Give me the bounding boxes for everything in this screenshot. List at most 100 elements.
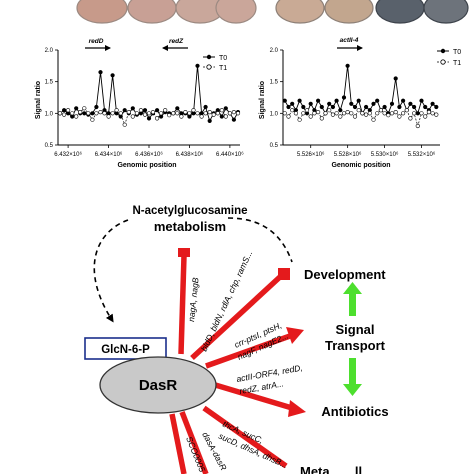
- red-line-autoregulation-b: [169, 413, 187, 474]
- data-point-T1: [426, 109, 432, 115]
- data-point-T0: [231, 117, 236, 122]
- culture-plate: [76, 0, 128, 24]
- data-point-T0: [419, 98, 424, 103]
- data-point-T1: [393, 109, 398, 115]
- data-point-T1: [199, 114, 204, 119]
- data-point-T0: [423, 104, 428, 110]
- data-point-T1: [163, 108, 168, 113]
- data-point-T1: [293, 111, 299, 116]
- culture-plate: [324, 0, 374, 24]
- data-point-T1: [327, 108, 332, 113]
- red-line-antibiotics: [211, 381, 293, 411]
- data-point-T1: [171, 111, 176, 116]
- data-point-T1: [219, 108, 224, 113]
- data-point-T1: [375, 111, 380, 116]
- data-point-T1: [227, 111, 232, 116]
- data-point-T1: [70, 111, 75, 116]
- data-point-T1: [159, 111, 164, 116]
- chart-left: 0.5 1.0 1.5 2.0 6.432×10⁶ 6.434×10⁶ 6.436×10⁶…: [35, 38, 244, 169]
- data-point-T1: [316, 109, 321, 115]
- red-line-metabolism-bottom: [202, 405, 288, 469]
- regulation-diagram: N-acetylglucosamine metabolism Developme…: [84, 205, 389, 474]
- data-point-T1: [65, 108, 71, 113]
- dasr-label: DasR: [139, 377, 178, 394]
- data-point-T0: [341, 95, 347, 100]
- development-label: Development: [304, 267, 386, 282]
- data-point-T1: [352, 114, 358, 119]
- data-point-T0: [90, 111, 95, 116]
- data-point-T0: [397, 104, 402, 110]
- data-point-T0: [327, 101, 332, 106]
- data-point-T1: [61, 112, 67, 117]
- y-tick-label: 0.5: [45, 143, 54, 149]
- data-point-T1: [138, 108, 143, 113]
- culture-plate: [127, 0, 177, 24]
- y-tick-label: 1.5: [45, 80, 54, 86]
- x-tick-label: 5.526×10⁶: [297, 151, 325, 158]
- data-point-T0: [155, 108, 160, 113]
- data-point-T0: [434, 104, 439, 110]
- data-point-T1: [231, 109, 236, 115]
- data-point-T0: [408, 101, 413, 106]
- svg-text:T1: T1: [219, 65, 227, 72]
- data-point-T1: [378, 108, 384, 113]
- data-point-T1: [146, 111, 152, 116]
- data-point-T0: [286, 104, 291, 110]
- green-arrow-down: [343, 358, 362, 396]
- y-tick-label: 2.0: [45, 48, 54, 54]
- data-point-T1: [404, 108, 409, 113]
- svg-text:actII-4: actII-4: [340, 37, 359, 44]
- x-axis-label: Genomic position: [117, 162, 176, 169]
- culture-plate: [423, 0, 469, 24]
- x-tick-label: 5.528×10⁶: [334, 151, 362, 158]
- data-point-T0: [94, 104, 99, 110]
- data-point-T1: [150, 109, 156, 115]
- glcn-label: GlcN-6-P: [101, 344, 150, 356]
- culture-plate: [375, 0, 425, 24]
- dasr-ellipse: [99, 356, 217, 414]
- data-point-T1: [415, 123, 420, 129]
- red-bar-development: [278, 268, 290, 280]
- data-point-T0: [352, 104, 358, 110]
- data-point-T1: [102, 111, 107, 116]
- gene-marker-redZ: redZ: [162, 38, 188, 51]
- data-point-T1: [78, 109, 83, 115]
- data-point-T1: [57, 111, 63, 116]
- red-line-metabolism: [178, 255, 187, 355]
- signal-label-line1: Signal: [335, 322, 374, 337]
- chart-right: 0.5 1.0 1.5 2.0 5.526×10⁶ 5.528×10⁶ 5.530×10⁶…: [259, 37, 461, 169]
- data-point-T1: [304, 108, 310, 113]
- svg-text:redZ: redZ: [169, 38, 184, 45]
- data-point-T1: [330, 112, 336, 117]
- y-tick-label: 1.5: [270, 80, 279, 86]
- data-point-T0: [334, 98, 339, 103]
- data-point-T1: [98, 109, 103, 115]
- data-point-T1: [126, 109, 131, 115]
- data-point-T1: [94, 111, 99, 116]
- data-point-T1: [215, 111, 220, 116]
- data-point-T0: [130, 106, 135, 111]
- data-point-T1: [110, 111, 115, 116]
- x-tick-label: 6.436×10⁶: [135, 151, 163, 158]
- data-point-T0: [146, 116, 152, 121]
- x-tick-label: 6.434×10⁶: [95, 151, 123, 158]
- legend: T0 T1: [437, 48, 461, 67]
- data-point-T0: [316, 98, 321, 103]
- signal-label-line2: Transport: [325, 338, 386, 353]
- y-axis-label: Signal ratio: [35, 81, 42, 119]
- data-point-T1: [345, 109, 350, 115]
- data-point-T0: [142, 108, 148, 113]
- x-tick-label: 5.530×10⁶: [371, 151, 399, 158]
- data-point-T1: [223, 114, 228, 119]
- data-point-T1: [74, 114, 79, 119]
- data-point-T0: [219, 114, 224, 119]
- data-point-T0: [98, 70, 103, 75]
- data-point-T1: [360, 111, 365, 116]
- data-point-T1: [341, 111, 347, 116]
- data-point-T0: [282, 98, 287, 103]
- data-point-T1: [408, 116, 413, 121]
- red-line-development: [190, 273, 283, 361]
- x-tick-label: 6.438×10⁶: [176, 151, 204, 158]
- red-head-signal: [286, 327, 304, 344]
- svg-text:T0: T0: [453, 49, 461, 56]
